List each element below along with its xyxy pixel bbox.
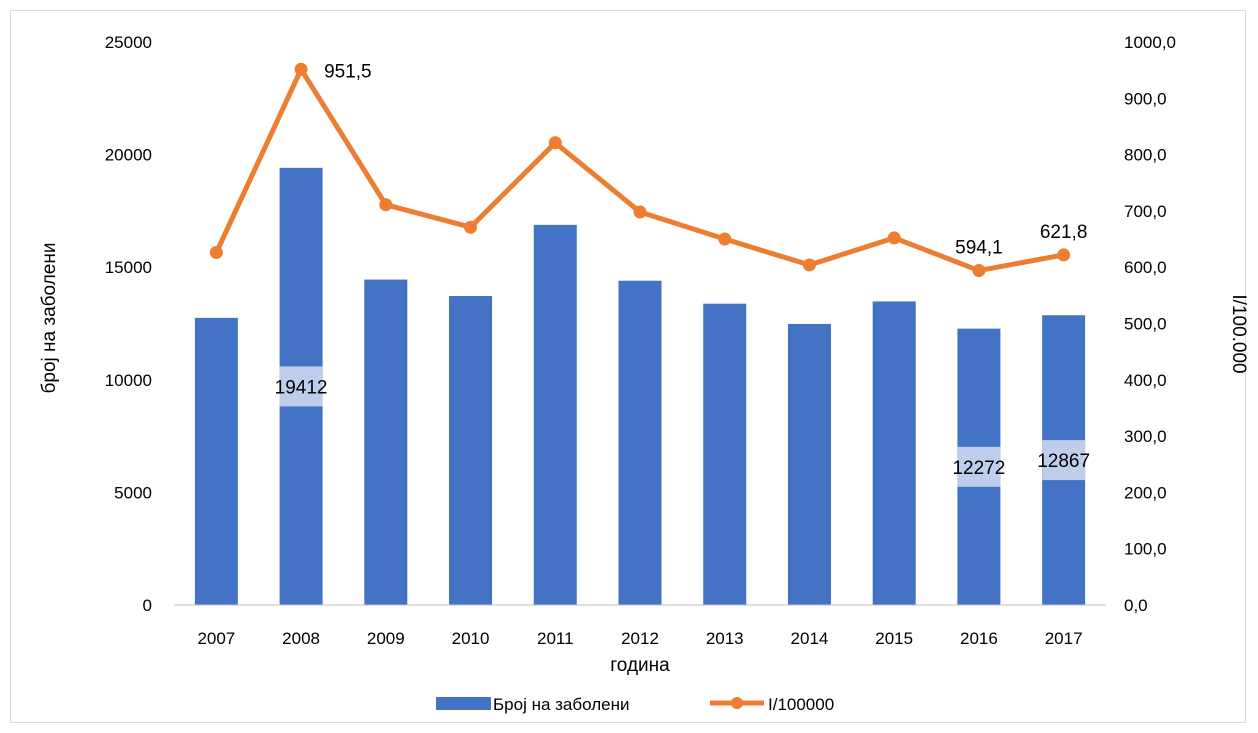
bar-data-label: 19412 — [275, 377, 328, 398]
bar-data-label: 12272 — [952, 458, 1005, 479]
bar-2014 — [787, 323, 831, 605]
x-tick-label: 2016 — [960, 629, 998, 648]
bar-2009 — [364, 279, 408, 605]
y-right-tick-label: 400,0 — [1124, 371, 1167, 390]
line-layer — [209, 62, 1071, 278]
line-data-label: 594,1 — [955, 238, 1003, 259]
x-tick-label: 2007 — [197, 629, 235, 648]
y-right-tick-label: 100,0 — [1124, 540, 1167, 559]
y-right-tick-label: 0,0 — [1124, 596, 1148, 615]
ticks-layer: 2007 2008 2009 2010 2011 2012 2013 2014 2015 2016… — [105, 33, 1176, 648]
line-point-2011 — [548, 136, 562, 150]
bar-2011 — [533, 224, 577, 605]
bar-2015 — [872, 301, 916, 605]
y-left-tick-label: 20000 — [105, 146, 152, 165]
line-point-2013 — [718, 232, 732, 246]
x-tick-label: 2010 — [452, 629, 490, 648]
x-tick-label: 2009 — [367, 629, 405, 648]
bar-2012 — [618, 280, 662, 605]
y-left-tick-label: 10000 — [105, 371, 152, 390]
line-point-2008 — [294, 62, 308, 76]
legend-line-label: I/100000 — [768, 695, 834, 714]
y-right-tick-label: 800,0 — [1124, 146, 1167, 165]
y-axis-left-title: број на заболени — [39, 243, 60, 394]
data-labels-layer: 19412 12272 12867 951,5 594,1 621,8 — [275, 61, 1090, 487]
x-axis-title: година — [610, 655, 670, 676]
x-tick-label: 2015 — [875, 629, 913, 648]
line-point-2007 — [209, 246, 223, 260]
combo-chart: 2007 2008 2009 2010 2011 2012 2013 2014 2015 2016… — [39, 33, 1249, 714]
legend: Број на заболени I/100000 — [436, 695, 834, 714]
line-data-label: 951,5 — [324, 61, 372, 82]
y-right-tick-label: 200,0 — [1124, 483, 1167, 502]
line-data-label: 621,8 — [1040, 222, 1088, 243]
line-series-i-100000 — [213, 66, 1067, 274]
y-left-tick-label: 0 — [143, 596, 152, 615]
bars-layer — [194, 167, 1086, 605]
chart-frame: 2007 2008 2009 2010 2011 2012 2013 2014 2015 2016… — [10, 10, 1249, 723]
y-right-tick-label: 700,0 — [1124, 202, 1167, 221]
line-point-2015 — [887, 231, 901, 245]
bar-data-label: 12867 — [1037, 451, 1090, 472]
y-right-tick-label: 300,0 — [1124, 427, 1167, 446]
x-tick-label: 2014 — [791, 629, 829, 648]
bar-2007 — [194, 317, 238, 605]
x-tick-label: 2011 — [537, 629, 574, 648]
bar-data-label-bg — [957, 446, 1001, 487]
y-right-tick-label: 1000,0 — [1124, 33, 1176, 52]
y-left-tick-label: 5000 — [114, 483, 152, 502]
y-right-tick-label: 500,0 — [1124, 315, 1167, 334]
bar-2010 — [449, 296, 493, 605]
y-left-tick-label: 15000 — [105, 258, 152, 277]
legend-bar-swatch — [436, 697, 491, 710]
legend-bar-label: Број на заболени — [493, 695, 629, 714]
x-tick-label: 2008 — [282, 629, 320, 648]
line-point-2017 — [1057, 248, 1071, 262]
line-point-2014 — [802, 258, 816, 272]
y-left-tick-label: 25000 — [105, 33, 152, 52]
x-tick-label: 2013 — [706, 629, 744, 648]
y-right-tick-label: 900,0 — [1124, 89, 1167, 108]
x-tick-label: 2012 — [621, 629, 659, 648]
legend-line-marker — [731, 697, 743, 709]
bar-data-label-bg — [279, 366, 323, 407]
x-tick-label: 2017 — [1045, 629, 1083, 648]
bar-data-label-bg — [1042, 440, 1086, 481]
line-point-2012 — [633, 205, 647, 219]
y-right-tick-label: 600,0 — [1124, 258, 1167, 277]
bar-2013 — [703, 303, 747, 605]
y-axis-right-title: I/100.000 — [1228, 294, 1247, 373]
line-point-2016 — [972, 264, 986, 278]
line-point-2009 — [379, 198, 393, 212]
line-point-2010 — [464, 220, 478, 234]
